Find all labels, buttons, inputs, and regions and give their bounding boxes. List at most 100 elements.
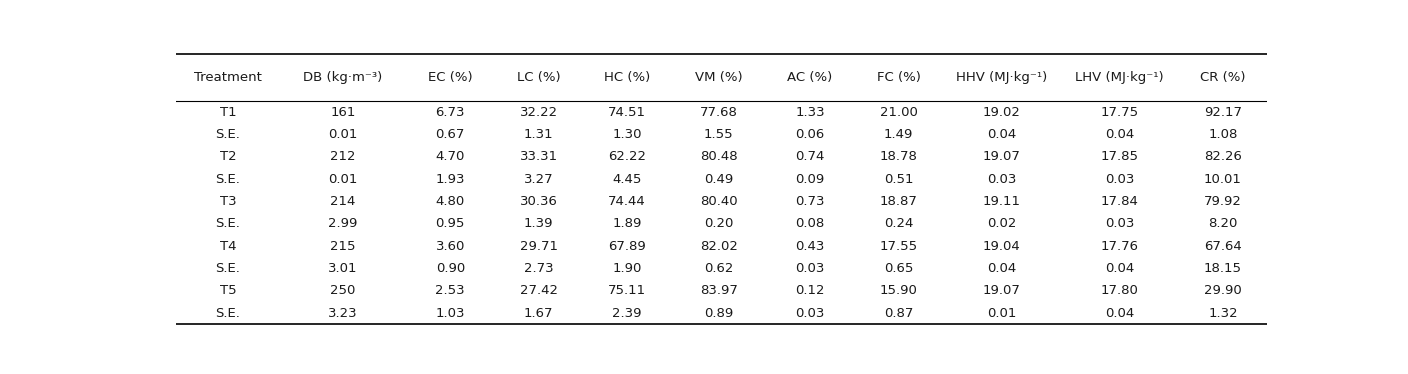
Text: 1.30: 1.30: [612, 128, 642, 141]
Text: 1.33: 1.33: [796, 106, 825, 119]
Text: 74.44: 74.44: [608, 195, 646, 208]
Text: 80.48: 80.48: [700, 150, 738, 163]
Text: S.E.: S.E.: [215, 128, 241, 141]
Text: 0.62: 0.62: [704, 262, 734, 275]
Text: 19.11: 19.11: [983, 195, 1021, 208]
Text: Treatment: Treatment: [194, 71, 262, 84]
Text: 1.90: 1.90: [612, 262, 642, 275]
Text: 1.39: 1.39: [524, 217, 553, 230]
Text: 29.90: 29.90: [1204, 284, 1242, 297]
Text: 17.85: 17.85: [1101, 150, 1139, 163]
Text: 0.01: 0.01: [328, 128, 358, 141]
Text: 0.51: 0.51: [884, 173, 914, 186]
Text: S.E.: S.E.: [215, 307, 241, 319]
Text: T2: T2: [220, 150, 237, 163]
Text: FC (%): FC (%): [877, 71, 921, 84]
Text: 75.11: 75.11: [608, 284, 646, 297]
Text: 1.49: 1.49: [884, 128, 914, 141]
Text: T5: T5: [220, 284, 237, 297]
Text: T4: T4: [220, 240, 237, 252]
Text: 1.67: 1.67: [524, 307, 553, 319]
Text: 19.07: 19.07: [983, 150, 1021, 163]
Text: 8.20: 8.20: [1208, 217, 1238, 230]
Text: S.E.: S.E.: [215, 262, 241, 275]
Text: EC (%): EC (%): [428, 71, 473, 84]
Text: 0.04: 0.04: [987, 128, 1017, 141]
Text: 19.04: 19.04: [983, 240, 1021, 252]
Text: 4.45: 4.45: [612, 173, 642, 186]
Text: 1.89: 1.89: [612, 217, 642, 230]
Text: 0.03: 0.03: [1105, 173, 1135, 186]
Text: 0.01: 0.01: [328, 173, 358, 186]
Text: 33.31: 33.31: [520, 150, 558, 163]
Text: 0.04: 0.04: [1105, 262, 1135, 275]
Text: 32.22: 32.22: [520, 106, 558, 119]
Text: AC (%): AC (%): [787, 71, 832, 84]
Text: T1: T1: [220, 106, 237, 119]
Text: 18.15: 18.15: [1204, 262, 1242, 275]
Text: 161: 161: [331, 106, 356, 119]
Text: 0.12: 0.12: [796, 284, 825, 297]
Text: 1.93: 1.93: [435, 173, 465, 186]
Text: 3.60: 3.60: [435, 240, 465, 252]
Text: 250: 250: [331, 284, 356, 297]
Text: S.E.: S.E.: [215, 217, 241, 230]
Text: 2.53: 2.53: [435, 284, 465, 297]
Text: 92.17: 92.17: [1204, 106, 1242, 119]
Text: 0.74: 0.74: [796, 150, 825, 163]
Text: 0.04: 0.04: [1105, 128, 1135, 141]
Text: 0.03: 0.03: [987, 173, 1017, 186]
Text: 0.04: 0.04: [1105, 307, 1135, 319]
Text: 17.75: 17.75: [1101, 106, 1139, 119]
Text: 67.64: 67.64: [1204, 240, 1242, 252]
Text: 15.90: 15.90: [880, 284, 918, 297]
Text: 0.73: 0.73: [796, 195, 825, 208]
Text: 62.22: 62.22: [608, 150, 646, 163]
Text: 0.43: 0.43: [796, 240, 825, 252]
Text: 0.89: 0.89: [704, 307, 734, 319]
Text: LC (%): LC (%): [517, 71, 560, 84]
Text: 1.03: 1.03: [435, 307, 465, 319]
Text: 79.92: 79.92: [1204, 195, 1242, 208]
Text: 18.78: 18.78: [880, 150, 918, 163]
Text: 212: 212: [329, 150, 356, 163]
Text: S.E.: S.E.: [215, 173, 241, 186]
Text: 80.40: 80.40: [700, 195, 738, 208]
Text: 4.70: 4.70: [435, 150, 465, 163]
Text: 17.76: 17.76: [1101, 240, 1139, 252]
Text: 2.39: 2.39: [612, 307, 642, 319]
Text: 17.55: 17.55: [880, 240, 918, 252]
Text: 0.24: 0.24: [884, 217, 914, 230]
Text: 3.27: 3.27: [524, 173, 553, 186]
Text: 1.32: 1.32: [1208, 307, 1238, 319]
Text: 29.71: 29.71: [520, 240, 558, 252]
Text: 215: 215: [329, 240, 356, 252]
Text: HHV (MJ·kg⁻¹): HHV (MJ·kg⁻¹): [956, 71, 1048, 84]
Text: 4.80: 4.80: [435, 195, 465, 208]
Text: 0.03: 0.03: [1105, 217, 1135, 230]
Text: 0.95: 0.95: [435, 217, 465, 230]
Text: 77.68: 77.68: [700, 106, 738, 119]
Text: 10.01: 10.01: [1204, 173, 1242, 186]
Text: 21.00: 21.00: [880, 106, 918, 119]
Text: 27.42: 27.42: [520, 284, 558, 297]
Text: 18.87: 18.87: [880, 195, 918, 208]
Text: 0.08: 0.08: [796, 217, 825, 230]
Text: 3.01: 3.01: [328, 262, 358, 275]
Text: 0.67: 0.67: [435, 128, 465, 141]
Text: 83.97: 83.97: [700, 284, 738, 297]
Text: 2.99: 2.99: [328, 217, 358, 230]
Text: 0.20: 0.20: [704, 217, 734, 230]
Text: 17.80: 17.80: [1101, 284, 1139, 297]
Text: 19.02: 19.02: [983, 106, 1021, 119]
Text: LHV (MJ·kg⁻¹): LHV (MJ·kg⁻¹): [1076, 71, 1164, 84]
Text: DB (kg·m⁻³): DB (kg·m⁻³): [303, 71, 383, 84]
Text: 6.73: 6.73: [435, 106, 465, 119]
Text: 30.36: 30.36: [520, 195, 558, 208]
Text: 82.02: 82.02: [700, 240, 738, 252]
Text: 1.55: 1.55: [704, 128, 734, 141]
Text: 0.02: 0.02: [987, 217, 1017, 230]
Text: 19.07: 19.07: [983, 284, 1021, 297]
Text: 214: 214: [331, 195, 356, 208]
Text: 0.90: 0.90: [435, 262, 465, 275]
